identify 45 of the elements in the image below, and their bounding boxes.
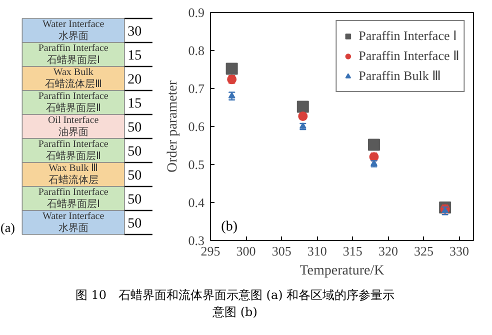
y-tick-label: 0.5 <box>188 157 204 172</box>
text: (a) <box>0 220 15 235</box>
annotation: (b) <box>221 220 238 235</box>
y-tick-label: 0.7 <box>188 81 205 96</box>
x-tick-label: 315 <box>342 244 362 258</box>
x-tick-label: 300 <box>236 244 256 258</box>
category-label: Water Interface 水界面 <box>42 19 105 42</box>
data-label: 50 <box>128 192 142 208</box>
legend-label: Paraffin Bulk Ⅲ <box>358 68 442 84</box>
point <box>296 100 309 113</box>
data-label: 20 <box>128 72 142 88</box>
y-tick-label: 0.8 <box>188 43 204 58</box>
y-tick-label: 0.9 <box>188 5 204 20</box>
data-label: 15 <box>128 96 142 112</box>
data-label: 50 <box>128 120 142 136</box>
category-label: Paraffin Interface 石蜡界面层Ⅱ <box>38 139 109 162</box>
y-tick-label: 0.3 <box>188 233 204 248</box>
legend-label: Paraffin Interface Ⅱ <box>358 48 459 64</box>
data-label: 30 <box>128 24 142 40</box>
category-label: Wax Bulk 石蜡流体层Ⅲ <box>44 67 102 90</box>
x-tick-label: 320 <box>378 244 398 258</box>
legend-label: Paraffin Interface Ⅰ <box>358 28 457 44</box>
y-tick-label: 0.6 <box>188 119 205 134</box>
point <box>228 92 236 98</box>
caption: 图 10 石蜡界面和流体界面示意图 (a) 和各区域的序参量示意图 (b) <box>74 287 396 321</box>
x-tick-label: 325 <box>414 244 434 258</box>
x-axis-title: Temperature/K <box>300 264 384 278</box>
x-tick-label: 310 <box>307 244 327 258</box>
data-label: 50 <box>128 144 142 160</box>
y-axis-title: Order parameter <box>165 80 180 173</box>
point <box>368 138 380 151</box>
y-tick-label: 0.4 <box>188 195 205 210</box>
data-label: 50 <box>128 216 142 232</box>
point <box>298 112 308 121</box>
category-label: Wax Bulk Ⅲ 石蜡流体层 <box>48 163 98 186</box>
data-label: 50 <box>128 168 142 184</box>
x-tick-label: 330 <box>450 244 470 258</box>
category-label: Paraffin Interface 石蜡界面层Ⅰ <box>38 43 109 66</box>
category-label: Paraffin Interface 石蜡界面层Ⅱ <box>38 91 109 114</box>
x-tick-label: 305 <box>272 244 292 258</box>
category-label: Oil Interface 油界面 <box>48 115 100 138</box>
data-label: 15 <box>128 48 142 64</box>
category-label: Water Interface 水界面 <box>42 211 105 234</box>
category-label: Paraffin Interface 石蜡界面层Ⅰ <box>38 187 109 210</box>
point <box>226 62 238 75</box>
